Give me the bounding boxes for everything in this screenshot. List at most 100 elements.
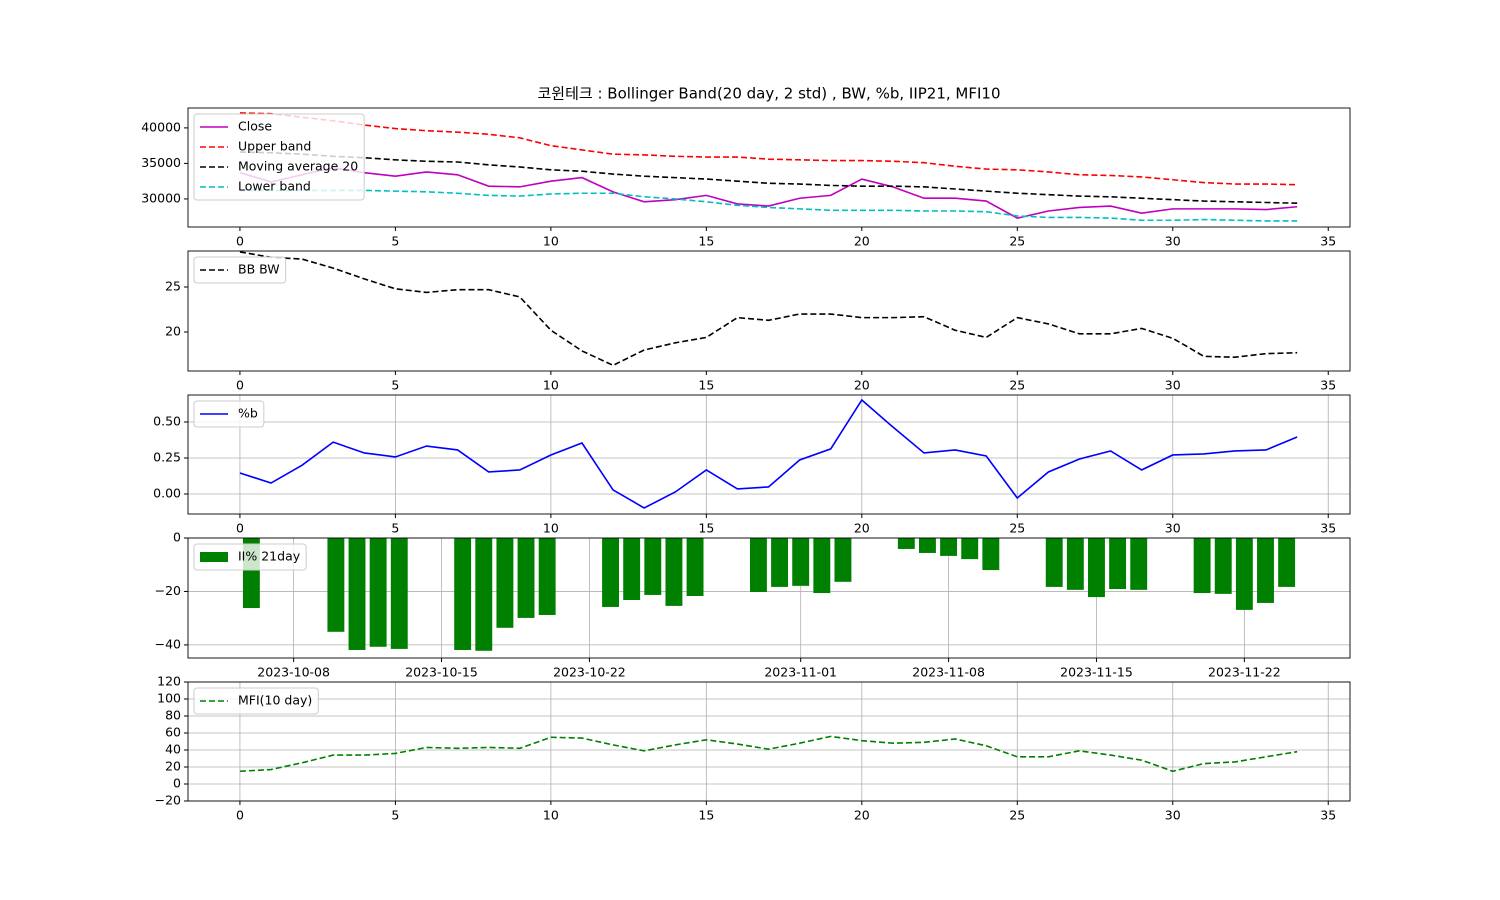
x-tick-label: 20 bbox=[854, 808, 870, 823]
bar bbox=[686, 538, 704, 596]
x-tick-label: 35 bbox=[1320, 378, 1336, 393]
bar bbox=[644, 538, 662, 595]
x-tick-label: 25 bbox=[1009, 521, 1025, 536]
x-tick-label: 15 bbox=[698, 234, 714, 249]
x-tick-label: 20 bbox=[854, 378, 870, 393]
x-tick-label: 35 bbox=[1320, 234, 1336, 249]
line-series bbox=[239, 112, 1298, 186]
x-tick-label: 5 bbox=[391, 234, 399, 249]
x-tick-label: 2023-11-01 bbox=[764, 665, 837, 680]
bar bbox=[475, 538, 493, 651]
y-tick-label: 100 bbox=[157, 691, 181, 706]
y-tick-label: 0.50 bbox=[153, 413, 181, 428]
x-tick-label: 5 bbox=[391, 521, 399, 536]
y-tick-label: 30000 bbox=[141, 190, 181, 205]
y-tick-label: −20 bbox=[155, 583, 181, 598]
legend-box bbox=[193, 400, 265, 428]
legend-label: Close bbox=[238, 119, 272, 134]
bar bbox=[813, 538, 831, 594]
bar bbox=[1257, 538, 1274, 603]
bar bbox=[369, 538, 387, 647]
x-tick-label: 25 bbox=[1009, 234, 1025, 249]
bar bbox=[454, 538, 472, 650]
bar bbox=[940, 538, 958, 556]
line-series bbox=[239, 189, 1298, 222]
y-tick-label: 0 bbox=[173, 776, 181, 791]
y-tick-label: 80 bbox=[165, 708, 181, 723]
legend-label: MFI(10 day) bbox=[238, 693, 312, 708]
x-tick-label: 15 bbox=[698, 378, 714, 393]
x-tick-label: 30 bbox=[1165, 521, 1181, 536]
bar bbox=[538, 538, 556, 615]
legend-label: II% 21day bbox=[238, 549, 301, 564]
x-tick-label: 10 bbox=[543, 808, 559, 823]
bar bbox=[897, 538, 915, 549]
bar bbox=[1088, 538, 1105, 598]
x-tick-label: 20 bbox=[854, 521, 870, 536]
legend-box bbox=[193, 543, 307, 571]
x-tick-label: 30 bbox=[1165, 808, 1181, 823]
bar bbox=[390, 538, 408, 649]
legend-label: %b bbox=[238, 406, 258, 421]
bar bbox=[348, 538, 366, 650]
bar bbox=[1045, 538, 1063, 587]
legend-swatch bbox=[200, 552, 228, 562]
y-tick-label: 20 bbox=[165, 324, 181, 339]
legend-label: Moving average 20 bbox=[238, 159, 358, 174]
x-tick-label: 15 bbox=[698, 808, 714, 823]
bar bbox=[1214, 538, 1232, 594]
axes-frame bbox=[187, 394, 1351, 515]
x-tick-label: 35 bbox=[1320, 521, 1336, 536]
legend-label: BB BW bbox=[238, 262, 280, 277]
line-series bbox=[239, 251, 1298, 367]
y-tick-label: 20 bbox=[165, 759, 181, 774]
x-tick-label: 0 bbox=[236, 378, 244, 393]
bar bbox=[1109, 538, 1127, 590]
legend-box bbox=[193, 113, 365, 201]
bar bbox=[496, 538, 514, 628]
line-series bbox=[239, 166, 1298, 219]
y-tick-label: 35000 bbox=[141, 155, 181, 170]
x-tick-label: 5 bbox=[391, 808, 399, 823]
legend-box bbox=[193, 687, 319, 715]
axes-frame bbox=[187, 681, 1351, 802]
axes-frame bbox=[187, 107, 1351, 228]
y-tick-label: 120 bbox=[157, 674, 181, 689]
x-tick-label: 2023-10-15 bbox=[405, 665, 478, 680]
bar bbox=[1066, 538, 1084, 590]
legend-label: Lower band bbox=[238, 179, 311, 194]
y-tick-label: 40000 bbox=[141, 119, 181, 134]
legend-label: Upper band bbox=[238, 139, 311, 154]
y-tick-label: −20 bbox=[155, 793, 181, 808]
chart-title: 코윈테크 : Bollinger Band(20 day, 2 std) , B… bbox=[537, 85, 1000, 103]
bar bbox=[749, 538, 767, 592]
axes-frame bbox=[187, 250, 1351, 372]
x-tick-label: 20 bbox=[854, 234, 870, 249]
line-series bbox=[239, 398, 1298, 509]
bar bbox=[1235, 538, 1253, 610]
legend-box bbox=[193, 256, 287, 284]
y-tick-label: 0.25 bbox=[153, 449, 181, 464]
y-tick-label: 0.00 bbox=[153, 485, 181, 500]
bar bbox=[792, 538, 810, 586]
x-tick-label: 2023-10-08 bbox=[257, 665, 330, 680]
bar bbox=[982, 538, 1000, 571]
line-series bbox=[239, 151, 1298, 204]
bar bbox=[517, 538, 535, 618]
x-tick-label: 30 bbox=[1165, 234, 1181, 249]
x-tick-label: 10 bbox=[543, 378, 559, 393]
y-tick-label: 0 bbox=[173, 530, 181, 545]
y-tick-label: 60 bbox=[165, 725, 181, 740]
bar bbox=[602, 538, 619, 607]
y-tick-label: −40 bbox=[155, 636, 181, 651]
x-tick-label: 0 bbox=[236, 234, 244, 249]
bar bbox=[771, 538, 789, 587]
x-tick-label: 15 bbox=[698, 521, 714, 536]
x-tick-label: 2023-11-22 bbox=[1208, 665, 1281, 680]
x-tick-label: 25 bbox=[1009, 808, 1025, 823]
x-tick-label: 10 bbox=[543, 234, 559, 249]
x-tick-label: 10 bbox=[543, 521, 559, 536]
line-series bbox=[239, 735, 1298, 773]
bar bbox=[623, 538, 641, 601]
